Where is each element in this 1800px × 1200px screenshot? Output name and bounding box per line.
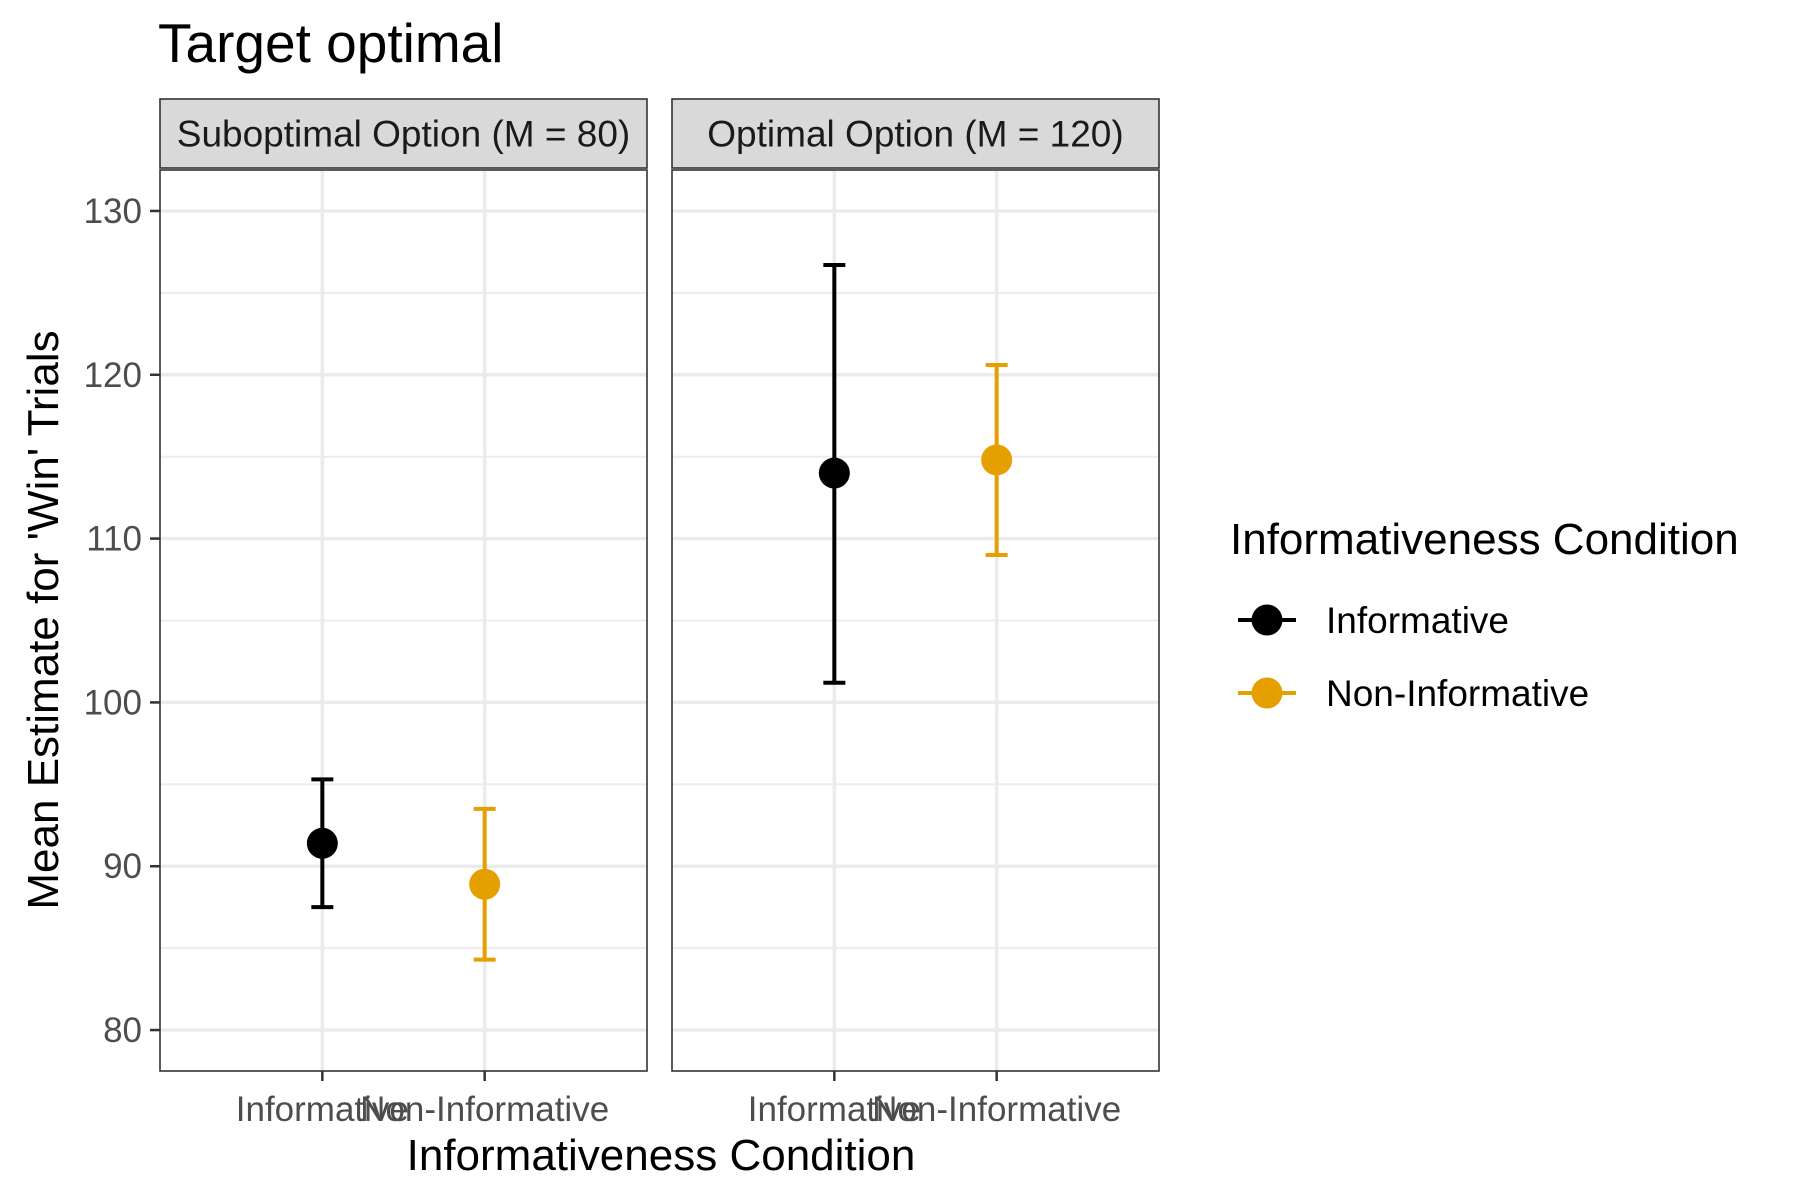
legend-entries: Informative Non-Informative xyxy=(1238,600,1589,714)
x-tick-label: Non-Informative xyxy=(360,1090,609,1129)
legend-title: Informativeness Condition xyxy=(1230,515,1739,564)
legend-key-point xyxy=(1251,604,1283,636)
facet-strip xyxy=(159,98,648,169)
data-point xyxy=(818,457,850,489)
x-tick-label: Non-Informative xyxy=(872,1090,1121,1129)
facet-panel-2: Optimal Option (M = 120) InformativeNon-I… xyxy=(671,98,1160,1129)
legend: Informativeness Condition Informative Non… xyxy=(1230,515,1739,714)
legend-entry: Informative xyxy=(1238,600,1509,641)
panels: Suboptimal Option (M = 80)InformativeNon… xyxy=(84,98,1160,1129)
x-tick-label: Informative xyxy=(748,1090,921,1129)
x-axis-title: Informativeness Condition xyxy=(407,1131,916,1180)
panel-border xyxy=(159,169,648,1072)
y-tick-label: 100 xyxy=(84,683,142,722)
facet-strip-label: Suboptimal Option (M = 80) xyxy=(177,114,630,155)
data-point xyxy=(306,827,338,859)
legend-key-point xyxy=(1251,677,1283,709)
y-tick-label: 80 xyxy=(103,1011,142,1050)
chart-title: Target optimal xyxy=(158,12,503,74)
facet-strip xyxy=(671,98,1160,169)
legend-label: Non-Informative xyxy=(1326,673,1589,714)
y-tick-label: 120 xyxy=(84,356,142,395)
data-point xyxy=(469,868,501,900)
y-tick-label: 110 xyxy=(86,520,142,559)
legend-entry: Non-Informative xyxy=(1238,673,1589,714)
x-tick-label: Informative xyxy=(236,1090,409,1129)
facet-strip-label: Optimal Option (M = 120) xyxy=(707,114,1123,155)
y-tick-label: 130 xyxy=(84,192,142,231)
legend-label: Informative xyxy=(1326,600,1509,641)
y-axis-title: Mean Estimate for 'Win' Trials xyxy=(19,330,68,909)
facet-panel-1: Suboptimal Option (M = 80) InformativeNon… xyxy=(159,98,648,1129)
panel-border xyxy=(671,169,1160,1072)
y-tick-label: 90 xyxy=(103,847,142,886)
y-axis: 80 90 100 110 120 130 xyxy=(84,192,160,1050)
data-point xyxy=(981,444,1013,476)
